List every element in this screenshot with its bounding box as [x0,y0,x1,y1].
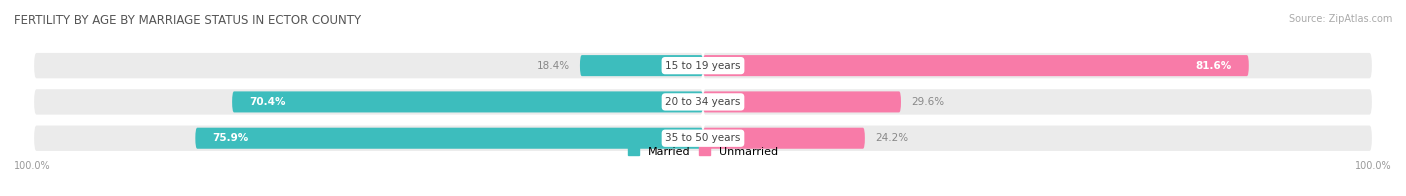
FancyBboxPatch shape [703,53,1372,78]
Legend: Married, Unmarried: Married, Unmarried [623,142,783,161]
Text: 20 to 34 years: 20 to 34 years [665,97,741,107]
FancyBboxPatch shape [703,91,901,113]
Text: 75.9%: 75.9% [212,133,249,143]
FancyBboxPatch shape [703,89,1372,115]
Text: 29.6%: 29.6% [911,97,945,107]
Text: 18.4%: 18.4% [537,61,569,71]
Text: FERTILITY BY AGE BY MARRIAGE STATUS IN ECTOR COUNTY: FERTILITY BY AGE BY MARRIAGE STATUS IN E… [14,14,361,27]
Text: 100.0%: 100.0% [14,161,51,171]
FancyBboxPatch shape [703,128,865,149]
Text: 24.2%: 24.2% [875,133,908,143]
FancyBboxPatch shape [703,125,1372,151]
Text: 100.0%: 100.0% [1355,161,1392,171]
Text: 15 to 19 years: 15 to 19 years [665,61,741,71]
Text: Source: ZipAtlas.com: Source: ZipAtlas.com [1288,14,1392,24]
Text: 70.4%: 70.4% [249,97,285,107]
Text: 81.6%: 81.6% [1197,61,1232,71]
Text: 35 to 50 years: 35 to 50 years [665,133,741,143]
FancyBboxPatch shape [195,128,703,149]
FancyBboxPatch shape [703,55,1249,76]
FancyBboxPatch shape [232,91,703,113]
FancyBboxPatch shape [34,89,703,115]
FancyBboxPatch shape [34,53,703,78]
FancyBboxPatch shape [34,125,703,151]
FancyBboxPatch shape [579,55,703,76]
